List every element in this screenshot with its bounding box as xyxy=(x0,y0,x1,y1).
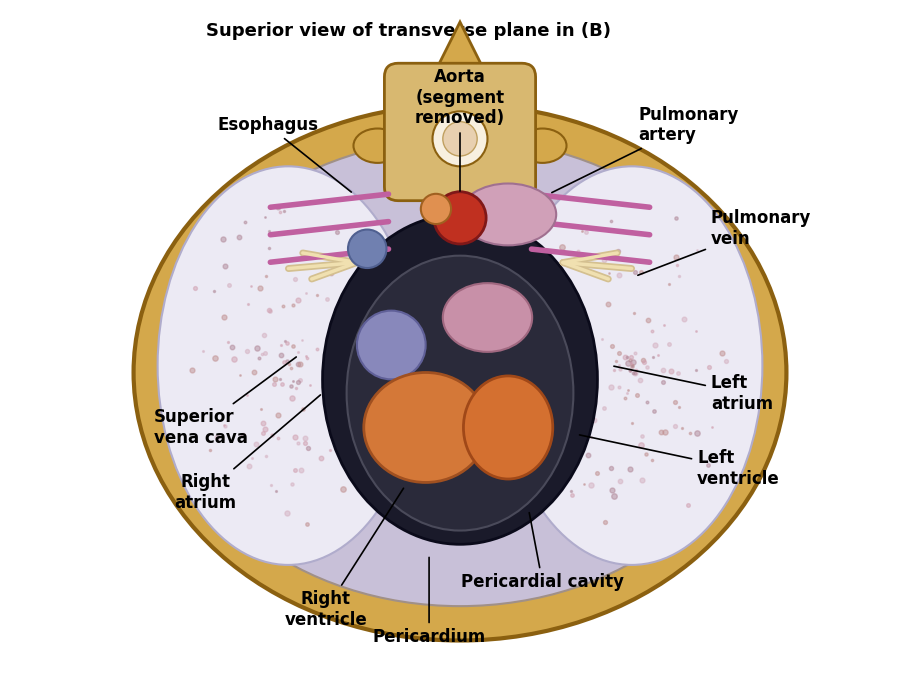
Circle shape xyxy=(434,192,485,244)
FancyArrowPatch shape xyxy=(270,194,388,207)
Text: Superior
vena cava: Superior vena cava xyxy=(154,357,296,447)
Text: Right
atrium: Right atrium xyxy=(175,395,320,512)
Ellipse shape xyxy=(363,373,487,482)
Ellipse shape xyxy=(442,283,531,352)
Ellipse shape xyxy=(517,128,566,163)
Ellipse shape xyxy=(323,215,596,544)
Text: Pulmonary
vein: Pulmonary vein xyxy=(637,209,811,275)
Circle shape xyxy=(420,194,450,224)
Ellipse shape xyxy=(353,128,402,163)
Ellipse shape xyxy=(442,121,477,156)
Text: Esophagus: Esophagus xyxy=(217,116,351,192)
Ellipse shape xyxy=(460,184,556,246)
FancyArrowPatch shape xyxy=(531,194,649,207)
Text: Pericardial cavity: Pericardial cavity xyxy=(460,513,623,591)
Text: Right
ventricle: Right ventricle xyxy=(284,489,403,629)
Text: Aorta
(segment
removed): Aorta (segment removed) xyxy=(414,68,505,191)
Circle shape xyxy=(347,230,386,268)
FancyBboxPatch shape xyxy=(384,63,535,201)
Text: Pulmonary
artery: Pulmonary artery xyxy=(551,106,738,193)
Text: Superior view of transverse plane in (B): Superior view of transverse plane in (B) xyxy=(206,22,610,40)
FancyArrowPatch shape xyxy=(270,221,388,235)
Polygon shape xyxy=(432,22,487,77)
Ellipse shape xyxy=(346,256,573,531)
Ellipse shape xyxy=(463,376,552,479)
Ellipse shape xyxy=(157,166,418,565)
FancyArrowPatch shape xyxy=(531,221,649,235)
FancyArrowPatch shape xyxy=(531,249,649,262)
Ellipse shape xyxy=(432,111,487,166)
Text: Left
ventricle: Left ventricle xyxy=(579,435,779,488)
Ellipse shape xyxy=(357,310,425,380)
Ellipse shape xyxy=(133,104,786,640)
Text: Pericardium: Pericardium xyxy=(372,558,485,646)
Text: Left
atrium: Left atrium xyxy=(613,366,772,413)
Ellipse shape xyxy=(165,139,754,606)
FancyArrowPatch shape xyxy=(270,249,388,262)
Ellipse shape xyxy=(501,166,762,565)
